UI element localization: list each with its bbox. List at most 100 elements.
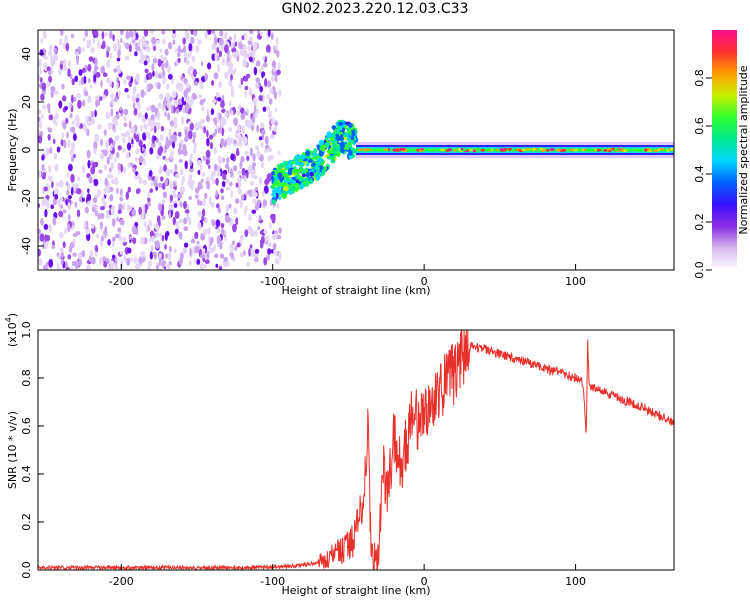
spectrogram-cell [274, 44, 279, 50]
spectrogram-cell [84, 30, 89, 37]
spectrogram-cell [267, 147, 273, 152]
spectrogram-cell [142, 132, 147, 141]
spectrogram-cell [255, 60, 261, 67]
spectrogram-cell [38, 135, 43, 144]
spectrogram-cell [264, 148, 269, 154]
spectrogram-cell [105, 139, 110, 149]
spectrogram-cell [115, 256, 118, 265]
spectrogram-cell [244, 91, 247, 98]
spectrogram-cell [214, 128, 218, 135]
spectrogram-cell [53, 152, 58, 160]
spectrogram-cell [348, 150, 353, 156]
spectrogram-cell [177, 193, 182, 200]
spectrogram-cell [265, 44, 271, 53]
spectrogram-cell [224, 44, 229, 53]
spectrogram-cell [233, 139, 237, 145]
spectrogram-cell [157, 73, 162, 79]
spectrogram-cell [258, 94, 263, 102]
spectrogram-cell [147, 190, 151, 199]
spectrogram-cell [91, 257, 96, 265]
spectrogram-cell [135, 188, 140, 195]
spectrogram-cell [190, 239, 196, 244]
spectrogram-cell [248, 118, 252, 125]
spectrogram-cell [151, 63, 155, 72]
spectrogram-cell [213, 244, 217, 252]
spectrogram-cell [262, 55, 265, 61]
spectrogram-cell [81, 197, 85, 202]
spectrogram-cell [220, 138, 225, 147]
spectrogram-x-ticks: -200 -100 0 100 [109, 264, 586, 288]
spectrogram-cell [205, 159, 210, 166]
spectrogram-cell [278, 89, 282, 98]
spectrogram-cell [158, 102, 162, 110]
spectrogram-cell [74, 201, 78, 208]
spectrogram-cell [143, 221, 147, 228]
spectrogram-cell [122, 203, 125, 211]
spectrogram-cell [298, 177, 305, 182]
snr-x-tick-label: 100 [565, 575, 586, 588]
spectrogram-cell [87, 188, 90, 194]
spectrogram-cell [170, 134, 174, 140]
colorbar-tick-label: 0.2 [693, 213, 706, 231]
spectrogram-cell [256, 150, 261, 159]
spectrogram-cell [62, 42, 66, 50]
spectrogram-cell [59, 196, 64, 202]
snr-x-tick-label: -200 [109, 575, 134, 588]
spectrogram-cell [97, 212, 101, 220]
spectrogram-cell [46, 66, 51, 71]
spectrogram-cell [125, 42, 130, 50]
spectrogram-cell [197, 169, 201, 175]
spectrogram-cell [114, 176, 118, 186]
spectrogram-cell [122, 137, 126, 144]
spectrogram-cell [145, 86, 149, 91]
spectrogram-cell [337, 121, 344, 126]
spectrogram-cell [586, 149, 592, 153]
spectrogram-cell [190, 184, 194, 191]
spectrogram-cell [82, 124, 86, 131]
spectrogram-cell [159, 134, 164, 142]
spectrogram-cell [188, 174, 193, 182]
spectrogram-cell [254, 112, 258, 118]
spectrogram-cell [208, 164, 211, 169]
spectrogram-cell [135, 97, 140, 103]
spectrogram-cell [392, 148, 397, 152]
spectrogram-cell [225, 261, 230, 267]
spectrogram-cell [86, 264, 91, 270]
spectrogram-cell [218, 81, 223, 89]
spectrogram-cell [78, 69, 83, 76]
spectrogram-cell [47, 175, 53, 182]
spectrogram-cell [193, 30, 198, 37]
spectrogram-cell [546, 148, 550, 152]
spectrogram-cell [217, 155, 222, 164]
spectrogram-cell [123, 122, 128, 128]
spectrogram-cell [282, 160, 288, 168]
colorbar-gradient [712, 30, 737, 270]
spectrogram-cell [189, 260, 192, 266]
spectrogram-cell [99, 152, 105, 160]
spectrogram-cell [99, 139, 103, 146]
spectrogram-cell [259, 230, 265, 235]
spectrogram-cell [215, 263, 219, 268]
spectrogram-cell [87, 95, 92, 104]
spectrogram-cell [246, 261, 250, 267]
spectrogram-cell [218, 112, 222, 120]
spectrogram-cell [162, 99, 167, 108]
spectrogram-cell [68, 163, 73, 172]
spectrogram-cell [472, 149, 477, 153]
spectrogram-cell [149, 251, 154, 260]
spectrogram-cell [194, 81, 198, 86]
spectrogram-cell [135, 73, 140, 83]
spectrogram-cell [162, 75, 167, 85]
spectrogram-cell [71, 142, 75, 151]
spectrogram-cell [122, 236, 127, 243]
spectrogram-cell [82, 36, 86, 42]
spectrogram-cell [189, 153, 193, 161]
spectrogram-cell [98, 169, 103, 174]
spectrogram-cell [226, 156, 230, 164]
spectrogram-cell [67, 213, 71, 222]
spectrogram-cell [131, 95, 136, 103]
spectrogram-cell [58, 38, 63, 46]
spectrogram-cell [197, 181, 202, 191]
spectrogram-cell [147, 72, 153, 80]
spectrogram-cell [179, 252, 184, 261]
